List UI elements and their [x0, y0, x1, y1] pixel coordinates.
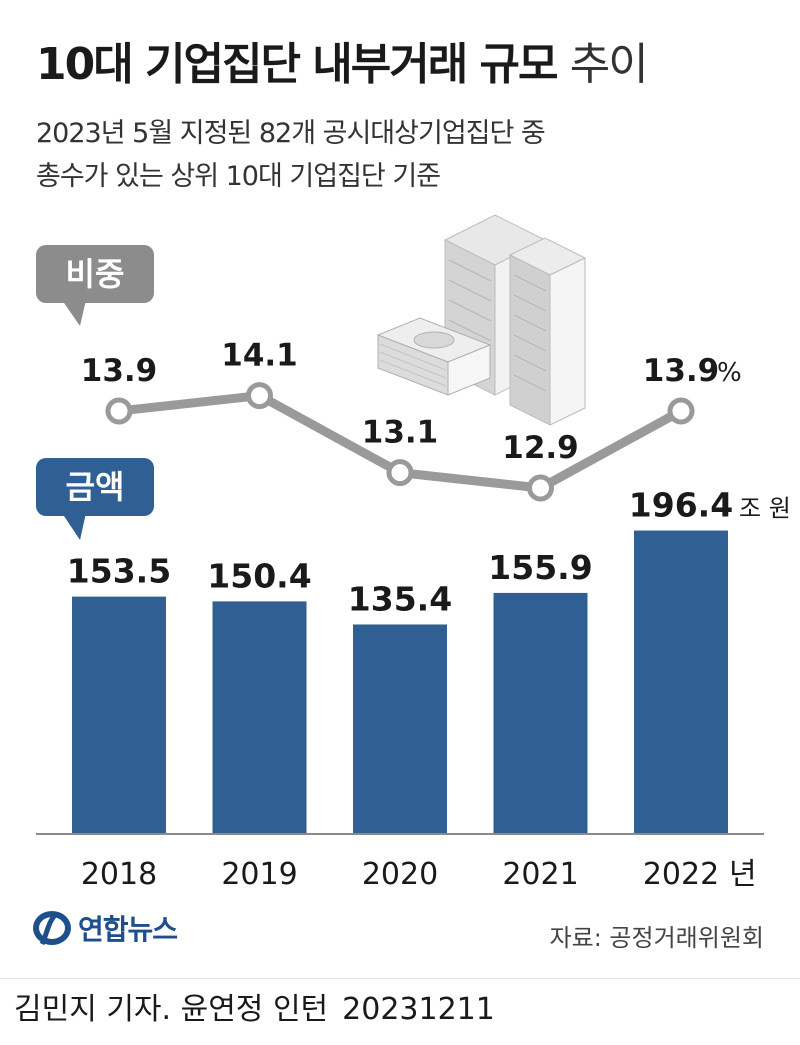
line-value-label: 13.9: [643, 353, 720, 389]
credit-date: 20231211: [342, 992, 495, 1027]
bar: [212, 601, 307, 833]
x-tick-label: 2019: [221, 857, 297, 892]
title-light: 추이: [569, 39, 649, 90]
yonhap-logo-text: 연합뉴스: [78, 913, 178, 946]
bubble-gray-tail: [62, 300, 86, 326]
x-axis-ticks: 2018 2019 2020 2021 2022 년: [81, 857, 757, 892]
bar-series: 153.5 150.4 135.4 155.9 196.4 조 원: [67, 486, 791, 833]
subtitle-line-2: 총수가 있는 상위 10대 기업집단 기준: [36, 161, 441, 192]
x-tick-label: 2018: [81, 857, 157, 892]
bar-value-label: 196.4: [629, 486, 733, 525]
line-point: [386, 459, 414, 487]
credit-line: 김민지 기자. 윤연정 인턴 20231211: [14, 984, 495, 1028]
title-main: 10대 기업집단 내부거래 규모: [36, 39, 558, 90]
bubble-gray-box: [36, 245, 154, 303]
line-value-label: 13.9: [81, 353, 158, 389]
credit-byline: 김민지 기자. 윤연정 인턴: [14, 992, 329, 1027]
bar-value-label: 135.4: [348, 579, 452, 618]
source-note: 자료: 공정거래위원회: [549, 924, 764, 952]
bar-series-label-bubble: 금액: [36, 458, 154, 540]
bar: [353, 624, 447, 833]
x-tick-label: 2020: [362, 857, 438, 892]
line-point: [105, 397, 133, 425]
line-value-label: 13.1: [362, 415, 439, 451]
bar: [634, 530, 728, 833]
bar-value-label: 153.5: [67, 552, 171, 591]
x-tick-label: 2022: [643, 857, 719, 892]
bubble-blue-tail: [62, 513, 86, 540]
line-point: [527, 474, 554, 502]
line-point: [667, 397, 695, 425]
line-value-label: 12.9: [502, 430, 579, 466]
line-series: 13.9 14.1 13.1 12.9 13.9%: [81, 338, 742, 502]
subtitle-line-1: 2023년 5월 지정된 82개 공시대상기업집단 중: [36, 118, 546, 149]
line-series-label: 비중: [66, 255, 125, 293]
bar-unit-label: 조 원: [739, 495, 791, 523]
bar: [493, 592, 588, 833]
x-unit-label: 년: [729, 857, 757, 892]
chart-subtitle: 2023년 5월 지정된 82개 공시대상기업집단 중 총수가 있는 상위 10…: [36, 112, 546, 198]
bar: [72, 596, 166, 833]
x-tick-label: 2021: [502, 857, 578, 892]
bar-value-label: 150.4: [207, 556, 311, 595]
line-value-label: 14.1: [221, 338, 298, 374]
line-series-label-bubble: 비중: [36, 245, 154, 326]
footer-bar: [0, 978, 800, 1045]
line-point: [246, 382, 273, 410]
line-unit-label: %: [717, 358, 742, 388]
bar-value-label: 155.9: [488, 548, 592, 587]
yonhap-logo-icon: [33, 911, 71, 946]
bar-series-label: 금액: [66, 468, 125, 506]
chart-title: 10대 기업집단 내부거래 규모 추이: [36, 28, 649, 92]
yonhap-logo: 연합뉴스: [30, 906, 178, 950]
buildings-illustration: [376, 214, 587, 426]
bubble-blue-box: [36, 458, 154, 516]
